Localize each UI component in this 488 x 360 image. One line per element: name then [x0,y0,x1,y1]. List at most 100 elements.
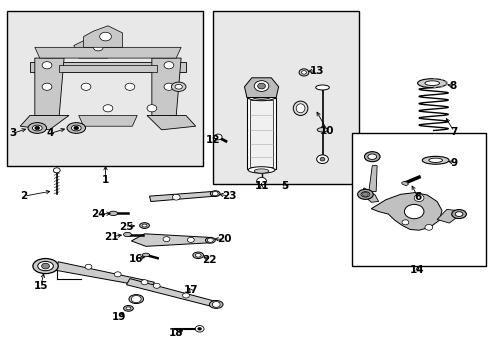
Ellipse shape [424,81,439,86]
Circle shape [81,83,91,90]
Ellipse shape [209,301,223,309]
Ellipse shape [33,258,58,274]
Bar [6,12,203,166]
Circle shape [207,238,213,242]
Circle shape [114,272,121,277]
Ellipse shape [129,294,143,303]
Circle shape [125,83,135,90]
Text: 10: 10 [320,126,334,135]
Text: 1: 1 [102,175,109,185]
Ellipse shape [109,211,118,216]
Text: 24: 24 [91,209,105,219]
Circle shape [163,83,173,90]
Circle shape [85,264,92,269]
Text: 7: 7 [449,127,457,136]
Ellipse shape [140,223,149,228]
Polygon shape [152,58,181,116]
Ellipse shape [421,156,448,164]
Circle shape [197,327,201,330]
Circle shape [195,325,203,332]
Text: 3: 3 [9,129,17,138]
Polygon shape [74,39,108,58]
Circle shape [320,157,325,161]
Polygon shape [56,262,154,288]
Circle shape [163,237,169,242]
Ellipse shape [247,167,274,173]
Text: 23: 23 [221,191,236,201]
Bar [249,100,273,167]
Circle shape [53,168,60,173]
Text: 14: 14 [409,265,424,275]
Ellipse shape [317,128,327,132]
Circle shape [254,81,268,91]
Polygon shape [368,166,376,192]
Text: 4: 4 [47,129,54,138]
Ellipse shape [123,232,131,237]
Circle shape [362,192,367,197]
Polygon shape [126,279,217,307]
Ellipse shape [195,253,201,257]
Text: 22: 22 [202,255,216,265]
Circle shape [35,126,40,130]
Circle shape [433,78,435,80]
Ellipse shape [28,123,46,134]
Polygon shape [131,234,210,246]
Ellipse shape [367,154,376,159]
Ellipse shape [246,92,276,101]
Text: 15: 15 [33,281,48,291]
Circle shape [433,87,435,88]
Ellipse shape [32,125,42,131]
Polygon shape [436,210,456,223]
Text: 9: 9 [449,158,457,168]
Circle shape [440,79,442,81]
Text: 2: 2 [20,191,28,201]
Ellipse shape [126,307,131,310]
Ellipse shape [251,94,271,99]
Circle shape [100,32,111,41]
Circle shape [131,296,141,303]
Text: 5: 5 [281,181,288,192]
Circle shape [256,177,266,185]
Circle shape [163,62,173,69]
Ellipse shape [296,104,305,113]
Circle shape [103,105,113,112]
Ellipse shape [38,261,53,271]
Polygon shape [149,192,215,202]
Ellipse shape [171,82,185,91]
Circle shape [41,263,49,269]
Ellipse shape [123,306,133,311]
Circle shape [316,155,328,163]
Circle shape [413,194,423,202]
Circle shape [182,293,189,298]
Ellipse shape [357,189,372,199]
Ellipse shape [454,212,462,216]
Text: 8: 8 [448,81,456,91]
Circle shape [42,83,52,90]
Polygon shape [59,65,157,72]
Ellipse shape [205,237,215,243]
Circle shape [424,225,432,230]
Ellipse shape [67,123,85,134]
Ellipse shape [428,158,442,162]
Ellipse shape [417,79,446,87]
Polygon shape [35,58,64,116]
Polygon shape [244,78,278,98]
Circle shape [404,204,423,219]
Text: 18: 18 [169,328,183,338]
Polygon shape [361,188,378,202]
Circle shape [147,105,157,112]
Ellipse shape [175,85,182,89]
Bar [246,98,276,169]
Text: 13: 13 [309,66,323,76]
Circle shape [299,69,308,76]
Text: 12: 12 [205,135,220,145]
Circle shape [93,44,103,51]
Text: 6: 6 [414,192,421,202]
Polygon shape [30,62,185,72]
Ellipse shape [142,224,147,227]
Text: 20: 20 [216,234,231,244]
Polygon shape [79,116,137,126]
Circle shape [42,62,52,69]
Polygon shape [35,47,181,58]
Circle shape [445,81,447,83]
